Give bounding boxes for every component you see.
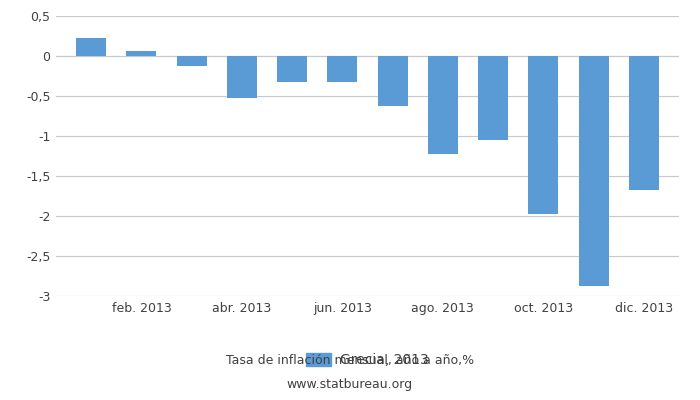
Bar <box>478 56 508 140</box>
Legend: Grecia, 2013: Grecia, 2013 <box>307 353 428 367</box>
Text: www.statbureau.org: www.statbureau.org <box>287 378 413 391</box>
Bar <box>578 56 609 286</box>
Bar <box>176 56 206 66</box>
Bar <box>328 56 358 82</box>
Bar <box>528 56 559 214</box>
Bar <box>76 38 106 56</box>
Bar <box>227 56 257 98</box>
Text: Tasa de inflación mensual, año a año,%: Tasa de inflación mensual, año a año,% <box>226 354 474 367</box>
Bar <box>277 56 307 82</box>
Bar <box>377 56 407 106</box>
Bar <box>629 56 659 190</box>
Bar <box>126 51 157 56</box>
Bar <box>428 56 458 154</box>
